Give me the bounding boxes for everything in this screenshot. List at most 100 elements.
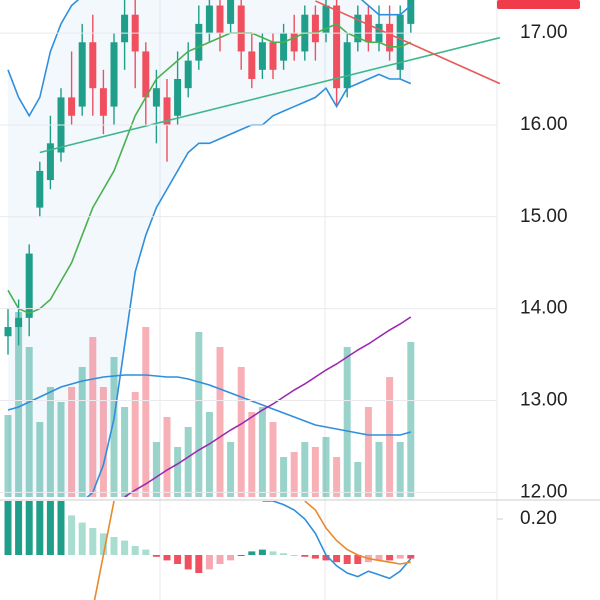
candle-body — [142, 51, 150, 98]
candle-body — [237, 5, 245, 52]
line — [7, 374, 412, 436]
candle-body — [227, 0, 235, 24]
y-tick-label: 16.00 — [520, 114, 568, 135]
candle-body — [354, 14, 362, 43]
macd-bar — [258, 549, 266, 555]
candle-body — [46, 143, 54, 181]
candle-body — [99, 88, 107, 116]
macd-bar — [15, 501, 23, 555]
macd-bar — [142, 549, 150, 555]
candle-body — [269, 42, 277, 70]
y-tick-label: 15.00 — [520, 206, 568, 227]
line — [93, 501, 115, 600]
axis: 12.00 13.00 14.00 15.00 16.00 17.00 0.20 — [0, 22, 568, 529]
trend-line — [39, 36, 500, 154]
macd-bar — [311, 555, 319, 559]
candle-body — [78, 42, 86, 107]
volume-bar — [248, 412, 256, 497]
macd-bar — [343, 555, 351, 564]
volume-bar — [343, 347, 351, 497]
volume-bar — [205, 412, 213, 497]
y-tick-label: 17.00 — [520, 22, 568, 43]
macd-bar — [333, 555, 341, 563]
volume-bar — [131, 392, 139, 497]
volume-bar — [78, 367, 86, 497]
candle-body — [68, 97, 76, 116]
candle-body — [184, 60, 192, 89]
candle-body — [333, 5, 341, 89]
volume-bar — [407, 342, 415, 497]
volume-bar — [46, 387, 54, 497]
macd-panel — [4, 501, 415, 600]
macd-bar — [386, 555, 394, 561]
macd-bar — [407, 555, 415, 559]
candle-body — [311, 14, 319, 43]
volume-bar — [68, 387, 76, 497]
macd-bar — [36, 501, 44, 555]
volume-bar — [237, 367, 245, 497]
candle-body — [121, 14, 129, 43]
line — [304, 501, 411, 565]
candle-body — [174, 79, 182, 116]
candle-body — [216, 5, 224, 34]
volume-bar — [25, 347, 33, 497]
candle-body — [195, 23, 203, 61]
volume-bar — [195, 332, 203, 497]
macd-bar — [174, 555, 182, 564]
candle-body — [205, 5, 213, 34]
macd-bar — [322, 555, 330, 561]
volume-bar — [280, 457, 288, 497]
macd-bar — [280, 553, 288, 555]
candle-body — [290, 33, 298, 52]
macd-bar — [25, 501, 33, 555]
volume-bar — [311, 447, 319, 497]
candle-body — [152, 88, 160, 107]
candle-body — [343, 42, 351, 89]
volume-bar — [36, 422, 44, 497]
line — [7, 0, 412, 118]
candle-body — [110, 42, 118, 107]
line — [124, 316, 412, 497]
candle-body — [4, 327, 12, 337]
candle-body — [407, 0, 415, 24]
macd-bar — [131, 546, 139, 555]
candle-body — [36, 170, 44, 208]
candle-body — [15, 317, 23, 328]
volume-bar — [110, 357, 118, 497]
volume-bar — [333, 457, 341, 497]
volume-bar — [364, 407, 372, 497]
band-fill — [8, 0, 411, 497]
candle-body — [280, 33, 288, 61]
candle-body — [322, 5, 330, 34]
macd-bar — [57, 501, 65, 555]
candle-body — [396, 14, 404, 70]
macd-bar — [354, 555, 362, 564]
macd-bar — [301, 555, 309, 557]
macd-bar — [216, 555, 224, 564]
volume-bar — [375, 442, 383, 497]
macd-bar — [396, 555, 404, 559]
candle-body — [248, 51, 256, 80]
volume-bar — [4, 415, 12, 497]
volume-bar — [163, 417, 171, 497]
volume-bar — [396, 442, 404, 497]
volume-bar — [152, 442, 160, 497]
volume-bar — [57, 402, 65, 497]
y-tick-label: 12.00 — [520, 481, 568, 502]
y-tick-label: 14.00 — [520, 298, 568, 319]
macd-bar — [205, 555, 213, 570]
candle-body — [364, 14, 372, 43]
macd-bar — [4, 501, 12, 555]
volume-bar — [354, 462, 362, 497]
line — [262, 501, 412, 580]
macd-bar — [46, 501, 54, 555]
macd-bar — [78, 522, 86, 555]
macd-bar — [184, 555, 192, 570]
macd-bar — [89, 528, 97, 555]
volume-bar — [269, 422, 277, 497]
line — [7, 22, 412, 315]
volume-bar — [290, 452, 298, 497]
macd-bar — [152, 555, 160, 557]
candle-body — [89, 42, 97, 89]
